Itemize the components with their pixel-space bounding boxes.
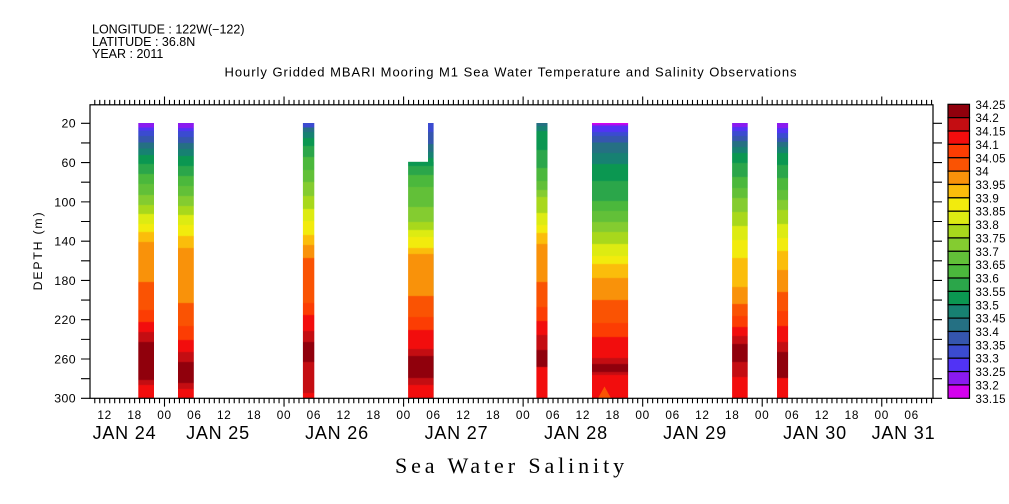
- svg-text:DEPTH (m): DEPTH (m): [31, 211, 45, 291]
- svg-text:18: 18: [725, 408, 740, 422]
- svg-text:JAN 31: JAN 31: [872, 423, 936, 443]
- svg-text:06: 06: [785, 408, 800, 422]
- svg-text:12: 12: [815, 408, 830, 422]
- svg-text:12: 12: [337, 408, 352, 422]
- svg-text:180: 180: [54, 274, 76, 288]
- svg-text:00: 00: [755, 408, 770, 422]
- svg-text:20: 20: [62, 117, 76, 131]
- svg-text:140: 140: [54, 235, 76, 249]
- svg-text:JAN 24: JAN 24: [93, 423, 157, 443]
- svg-text:JAN 26: JAN 26: [305, 423, 369, 443]
- svg-text:Sea Water Salinity: Sea Water Salinity: [395, 453, 628, 478]
- svg-text:260: 260: [54, 352, 76, 366]
- svg-text:12: 12: [97, 408, 112, 422]
- svg-text:12: 12: [456, 408, 471, 422]
- svg-text:100: 100: [54, 195, 76, 209]
- svg-text:33.5: 33.5: [976, 300, 1000, 312]
- svg-text:JAN 29: JAN 29: [663, 423, 727, 443]
- svg-text:34.2: 34.2: [976, 113, 1000, 125]
- svg-text:00: 00: [157, 408, 172, 422]
- svg-text:34.15: 34.15: [976, 127, 1006, 139]
- svg-text:18: 18: [845, 408, 860, 422]
- svg-text:34.25: 34.25: [976, 100, 1006, 112]
- svg-text:33.9: 33.9: [976, 193, 1000, 205]
- svg-text:JAN 30: JAN 30: [783, 423, 847, 443]
- svg-text:33.55: 33.55: [976, 287, 1006, 299]
- svg-text:06: 06: [904, 408, 919, 422]
- svg-text:Hourly Gridded MBARI Mooring M: Hourly Gridded MBARI Mooring M1 Sea Wate…: [224, 65, 797, 80]
- svg-text:JAN 27: JAN 27: [425, 423, 489, 443]
- svg-text:JAN 25: JAN 25: [186, 423, 250, 443]
- svg-text:LATITUDE : 36.8N: LATITUDE : 36.8N: [92, 35, 195, 49]
- svg-text:JAN 28: JAN 28: [544, 423, 608, 443]
- svg-text:33.65: 33.65: [976, 260, 1006, 272]
- svg-text:12: 12: [217, 408, 232, 422]
- svg-text:18: 18: [247, 408, 262, 422]
- svg-text:300: 300: [54, 392, 76, 406]
- svg-text:06: 06: [546, 408, 561, 422]
- svg-text:33.75: 33.75: [976, 233, 1006, 245]
- svg-text:06: 06: [187, 408, 202, 422]
- svg-text:33.7: 33.7: [976, 247, 1000, 259]
- svg-text:18: 18: [127, 408, 142, 422]
- svg-text:33.4: 33.4: [976, 327, 1000, 339]
- svg-text:34.1: 34.1: [976, 140, 1000, 152]
- svg-text:12: 12: [576, 408, 591, 422]
- svg-text:00: 00: [516, 408, 531, 422]
- svg-text:33.45: 33.45: [976, 314, 1006, 326]
- svg-text:18: 18: [486, 408, 501, 422]
- svg-text:12: 12: [695, 408, 710, 422]
- svg-text:LONGITUDE : 122W(−122): LONGITUDE : 122W(−122): [92, 23, 244, 37]
- svg-text:00: 00: [277, 408, 292, 422]
- svg-text:34.05: 34.05: [976, 153, 1006, 165]
- svg-text:33.35: 33.35: [976, 340, 1006, 352]
- svg-text:YEAR : 2011: YEAR : 2011: [92, 47, 163, 61]
- svg-text:18: 18: [366, 408, 381, 422]
- svg-text:34: 34: [976, 167, 990, 179]
- svg-text:33.8: 33.8: [976, 220, 1000, 232]
- svg-text:00: 00: [875, 408, 890, 422]
- svg-text:06: 06: [665, 408, 680, 422]
- svg-text:33.15: 33.15: [976, 394, 1006, 406]
- svg-text:33.2: 33.2: [976, 380, 1000, 392]
- svg-text:00: 00: [396, 408, 411, 422]
- svg-text:33.25: 33.25: [976, 367, 1006, 379]
- svg-text:06: 06: [307, 408, 322, 422]
- svg-text:60: 60: [62, 156, 76, 170]
- svg-text:33.6: 33.6: [976, 274, 1000, 286]
- svg-text:220: 220: [54, 313, 76, 327]
- svg-text:33.85: 33.85: [976, 207, 1006, 219]
- svg-text:18: 18: [606, 408, 621, 422]
- svg-text:33.3: 33.3: [976, 354, 1000, 366]
- svg-text:33.95: 33.95: [976, 180, 1006, 192]
- svg-text:00: 00: [635, 408, 650, 422]
- svg-text:06: 06: [426, 408, 441, 422]
